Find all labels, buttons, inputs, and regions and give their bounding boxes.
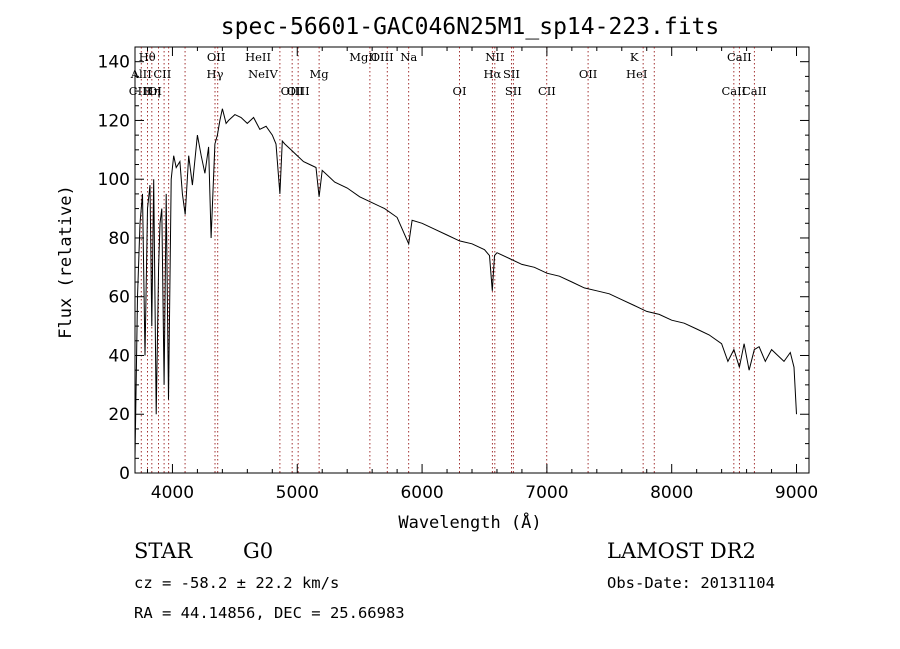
line-label-18: Hα — [483, 67, 501, 81]
line-label-20: SII — [505, 84, 522, 98]
x-tick-label-3: 7000 — [525, 483, 568, 503]
line-label-17: NII — [485, 50, 504, 64]
line-label-14: OIII — [371, 50, 394, 64]
y-tick-label-1: 20 — [108, 405, 130, 425]
y-tick-label-6: 120 — [98, 111, 130, 131]
y-tick-label-2: 40 — [108, 346, 130, 366]
x-tick-label-4: 8000 — [650, 483, 693, 503]
axes: 4000 5000 6000 7000 8000 9000 0 20 40 60 80 100 120 1… — [98, 47, 818, 503]
y-tick-label-3: 60 — [108, 288, 130, 308]
y-tick-label-4: 80 — [108, 229, 130, 249]
chart-title: spec-56601-GAC046N25M1_sp14-223.fits — [221, 14, 720, 40]
line-label-4: OI — [148, 84, 162, 98]
y-axis-label: Flux (relative) — [56, 185, 76, 339]
line-label-22: OII — [579, 67, 598, 81]
survey-name: LAMOST DR2 — [607, 539, 756, 563]
line-label-2: CIII — [129, 84, 151, 98]
line-label-5: CII — [153, 67, 171, 81]
line-label-7: Hγ — [207, 67, 224, 81]
line-label-21: CII — [538, 84, 556, 98]
line-label-15: Na — [400, 50, 417, 64]
object-subclass: G0 — [243, 539, 274, 563]
x-tick-label-1: 5000 — [276, 483, 319, 503]
x-tick-label-0: 4000 — [151, 483, 194, 503]
spectral-line-markers — [140, 47, 755, 473]
line-label-12: Mg — [310, 67, 330, 81]
line-label-8: HeII — [245, 50, 271, 64]
y-tick-label-5: 100 — [98, 170, 130, 190]
line-label-27: CaII — [742, 84, 767, 98]
line-label-0: Hθ — [139, 50, 156, 64]
y-tick-label-7: 140 — [98, 53, 130, 73]
object-class: STAR — [134, 539, 193, 563]
x-tick-label-2: 6000 — [400, 483, 443, 503]
line-label-3: Hη — [144, 84, 161, 98]
coordinates-text: RA = 44.14856, DEC = 25.66983 — [134, 604, 405, 622]
line-label-11: OIII — [287, 84, 310, 98]
line-label-13: MgII — [349, 50, 377, 64]
line-label-16: OI — [453, 84, 467, 98]
line-label-24: HeI — [626, 67, 647, 81]
y-tick-label-0: 0 — [119, 464, 130, 484]
line-label-6: OII — [207, 50, 226, 64]
redshift-text: cz = -58.2 ± 22.2 km/s — [134, 574, 340, 592]
x-axis-label: Wavelength (Å) — [398, 511, 541, 533]
line-label-23: K — [630, 50, 639, 64]
line-label-9: NeIV — [248, 67, 278, 81]
line-label-25: CaII — [727, 50, 752, 64]
obs-date-text: Obs-Date: 20131104 — [607, 574, 775, 592]
x-tick-label-5: 9000 — [775, 483, 818, 503]
line-label-10: OIII — [281, 84, 304, 98]
line-label-26: CaII — [721, 84, 746, 98]
line-label-1: AlII — [130, 67, 152, 81]
spectral-line-labels: HθAlIICIIIHηOICIIOIIHγHeIINeIVOIIIOIIIMg… — [129, 50, 767, 98]
line-label-19: SII — [503, 67, 520, 81]
plot-frame — [134, 46, 810, 474]
spectrum-line — [134, 108, 797, 459]
